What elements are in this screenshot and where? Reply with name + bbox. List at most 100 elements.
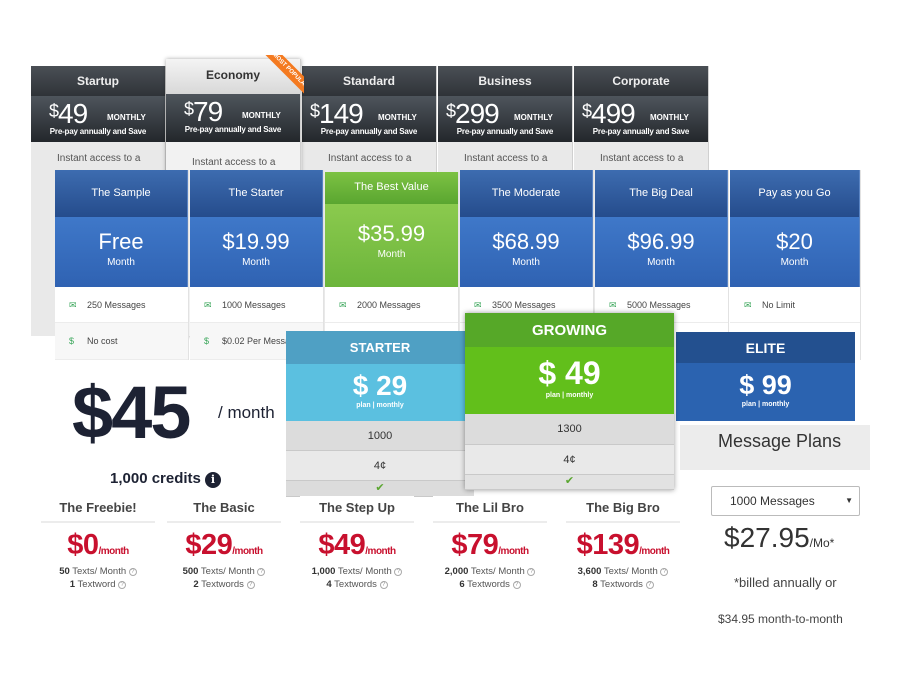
textword-plan-freebie[interactable]: The Freebie! $0/month 50 Texts/ Month ? … xyxy=(41,496,155,610)
help-icon[interactable]: ? xyxy=(379,581,388,589)
envelope-icon: ✉ xyxy=(339,300,347,310)
plan-price: $499 MONTHLY Pre-pay annually and Save xyxy=(574,96,708,142)
prepay-note: Pre-pay annually and Save xyxy=(184,125,282,134)
tier-price: $ 29 plan | monthly xyxy=(286,364,474,421)
currency: $ xyxy=(184,99,194,119)
tier-row: 4¢ xyxy=(286,451,474,481)
plan-name: The Starter xyxy=(190,170,323,217)
help-icon[interactable]: ? xyxy=(660,568,669,576)
envelope-icon: ✉ xyxy=(609,300,617,310)
texts-per-month: 3,600 Texts/ Month ? xyxy=(566,566,680,577)
plan-the-best-value[interactable]: The Best Value $35.99 Month ✉ 2000 Messag… xyxy=(325,172,459,362)
prepay-note: Pre-pay annually and Save xyxy=(49,127,147,136)
tier-name: STARTER xyxy=(286,331,474,364)
texts-per-month: 2,000 Texts/ Month ? xyxy=(433,566,547,577)
help-icon[interactable]: ? xyxy=(394,568,403,576)
plan-the-sample[interactable]: The Sample Free Month ✉ 250 Messages $ No … xyxy=(55,170,189,360)
plan-the-starter[interactable]: The Starter $19.99 Month ✉ 1000 Messages … xyxy=(190,170,324,360)
plan-name: Economy xyxy=(166,59,300,94)
plan-name: Corporate xyxy=(574,66,708,96)
plan-price: $139/month xyxy=(576,529,670,561)
tier-row: 1000 xyxy=(286,421,474,451)
prepay-note: Pre-pay annually and Save xyxy=(456,127,554,136)
currency: $ xyxy=(582,101,592,121)
dollar-icon: $ xyxy=(69,336,75,346)
currency: $ xyxy=(72,371,113,454)
help-icon[interactable]: ? xyxy=(645,581,654,589)
help-icon[interactable]: ? xyxy=(527,568,536,576)
plan-name: The Big Bro xyxy=(566,496,680,523)
tier-growing[interactable]: GROWING $ 49 plan | monthly 1300 4¢ ✔ xyxy=(465,313,674,490)
price-value: $20 xyxy=(776,229,813,254)
info-icon[interactable]: i xyxy=(204,472,221,488)
period: Month xyxy=(107,257,135,268)
plan-price: $299 MONTHLY Pre-pay annually and Save xyxy=(438,96,572,142)
tier-starter[interactable]: STARTER $ 29 plan | monthly 1000 4¢ ✔ xyxy=(286,331,474,497)
help-icon[interactable]: ? xyxy=(128,568,137,576)
plan-description: Instant access to a xyxy=(600,153,684,164)
feature-cost: $ No cost xyxy=(55,323,188,360)
plan-name: The Step Up xyxy=(300,496,414,523)
textwords: 2 Textwords ? xyxy=(167,579,281,590)
envelope-icon: ✉ xyxy=(69,300,77,310)
envelope-icon: ✉ xyxy=(744,300,752,310)
tier-name: GROWING xyxy=(465,313,674,347)
help-icon[interactable]: ? xyxy=(118,581,127,589)
message-plans-title: Message Plans xyxy=(718,431,842,451)
help-icon[interactable]: ? xyxy=(246,581,255,589)
price-value: $68.99 xyxy=(492,229,560,254)
plan-name: Standard xyxy=(302,66,436,96)
textword-plan-step-up[interactable]: The Step Up $49/month 1,000 Texts/ Month… xyxy=(300,496,414,610)
plan-price: $149 MONTHLY Pre-pay annually and Save xyxy=(302,96,436,142)
plan-price: $20 Month xyxy=(730,217,860,287)
check-icon: ✔ xyxy=(286,481,474,497)
price-value: 149 xyxy=(319,98,364,129)
help-icon[interactable]: ? xyxy=(512,581,521,589)
period: / month xyxy=(218,403,275,422)
feature-messages: ✉ No Limit xyxy=(730,287,860,323)
tier-elite[interactable]: ELITE $ 99 plan | monthly xyxy=(676,332,855,421)
period: MONTHLY xyxy=(514,113,553,122)
period: Month xyxy=(647,257,675,268)
billing-note: *billed annually or xyxy=(734,575,837,590)
envelope-icon: ✉ xyxy=(474,300,482,310)
plan-price: $79 MONTHLY Pre-pay annually and Save xyxy=(166,94,300,142)
plan-price: $19.99 Month xyxy=(190,217,323,287)
plan-description: Instant access to a xyxy=(328,153,412,164)
textword-plan-big-bro[interactable]: The Big Bro $139/month 3,600 Texts/ Mont… xyxy=(566,496,680,610)
prepay-note: Pre-pay annually and Save xyxy=(320,127,418,136)
plan-name: The Basic xyxy=(167,496,281,523)
plan-pay-as-you-go[interactable]: Pay as you Go $20 Month ✉ No Limit xyxy=(730,170,861,360)
plan-price: $68.99 Month xyxy=(460,217,593,287)
period: MONTHLY xyxy=(378,113,417,122)
price-value: 499 xyxy=(591,98,636,129)
plan-name: The Best Value xyxy=(325,172,458,204)
plan-name: The Freebie! xyxy=(41,496,155,523)
message-plan-select[interactable]: 1000 Messages ▼ xyxy=(711,486,860,516)
price-value: 79 xyxy=(193,96,223,127)
credits-price: $45 / month xyxy=(72,370,275,455)
dollar-icon: $ xyxy=(204,336,210,346)
plan-price: $49 MONTHLY Pre-pay annually and Save xyxy=(31,96,165,142)
monthly-price-note: $34.95 month-to-month xyxy=(718,612,843,626)
textword-plan-lil-bro[interactable]: The Lil Bro $79/month 2,000 Texts/ Month… xyxy=(433,496,547,610)
price-value: 299 xyxy=(455,98,500,129)
selected-value: 1000 Messages xyxy=(730,494,815,508)
price-value: Free xyxy=(98,229,144,254)
message-plan-price: $27.95/Mo* xyxy=(724,522,835,553)
period: MONTHLY xyxy=(650,113,689,122)
help-icon[interactable]: ? xyxy=(257,568,266,576)
textwords: 4 Textwords ? xyxy=(300,579,414,590)
tier-sub: plan | monthly xyxy=(741,401,790,408)
plan-name: The Lil Bro xyxy=(433,496,547,523)
tier-sub: plan | monthly xyxy=(356,402,404,409)
textword-plan-basic[interactable]: The Basic $29/month 500 Texts/ Month ? 2… xyxy=(167,496,281,610)
feature-messages: ✉ 1000 Messages xyxy=(190,287,323,323)
plan-price: Free Month xyxy=(55,217,188,287)
period: Month xyxy=(377,249,406,260)
plan-name: The Big Deal xyxy=(595,170,728,217)
plan-description: Instant access to a xyxy=(192,157,276,168)
tier-sub: plan | monthly xyxy=(545,392,594,399)
texts-per-month: 50 Texts/ Month ? xyxy=(41,566,155,577)
